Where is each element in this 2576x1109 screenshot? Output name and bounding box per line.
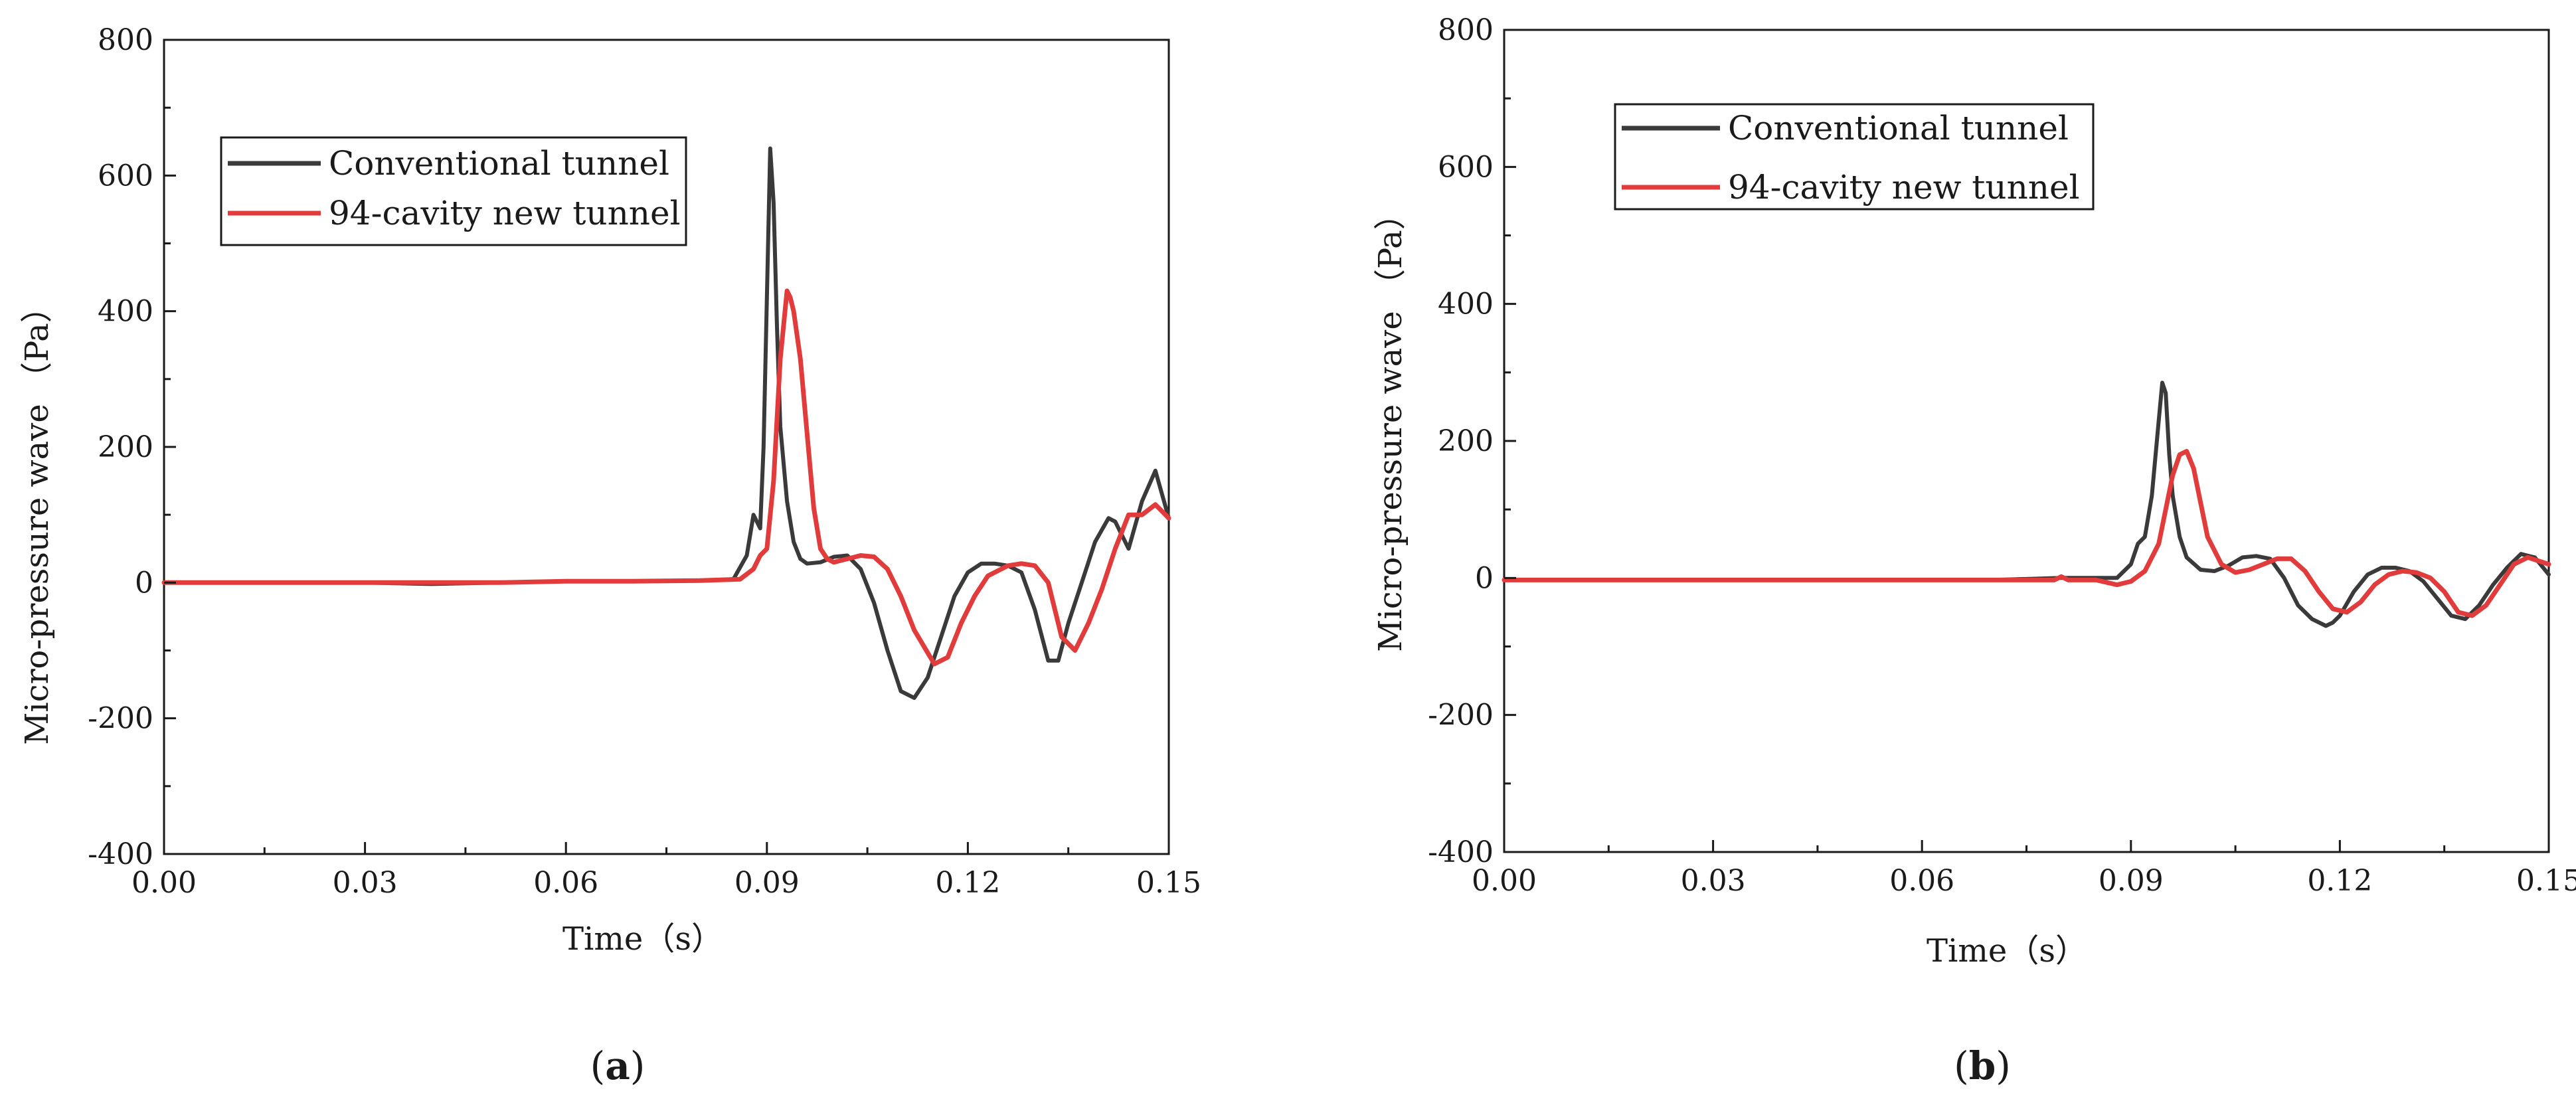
plot-lines (1502, 381, 2551, 628)
x-tick-label: 0.12 (935, 866, 1000, 900)
x-tick-label: 0.03 (333, 866, 398, 900)
series-line-cavity (161, 288, 1171, 667)
plot-lines (161, 146, 1171, 700)
x-tick-label: 0.00 (131, 866, 197, 900)
y-tick-label: 0 (1475, 561, 1494, 595)
y-axis-label: Micro-pressure wave （Pa） (19, 291, 56, 745)
x-tick-label: 0.09 (734, 866, 800, 900)
y-tick-label: 400 (1438, 288, 1494, 321)
y-tick-label: 600 (98, 159, 153, 193)
chart-panel-a: 0.00 0.03 0.06 0.09 0.12 0.15 -400 -200 0 200 400 6… (19, 23, 1201, 1088)
y-tick-label: -400 (88, 837, 153, 871)
legend-box (220, 136, 687, 246)
x-tick-label: 0.15 (1136, 866, 1201, 900)
series-line-cavity (1502, 449, 2551, 618)
panel-label-a: (a) (590, 1043, 645, 1088)
panel-label-b: (b) (1954, 1043, 2011, 1088)
y-tick-label: 200 (98, 430, 153, 464)
x-tick-label: 0.06 (533, 866, 598, 900)
y-tick-label: 600 (1438, 150, 1494, 184)
chart-panel-b: 0.00 0.03 0.06 0.09 0.12 0.15 -400 -200 0 200 400 6… (1372, 13, 2576, 1088)
x-tick-label: 0.09 (2099, 864, 2164, 898)
y-tick-label: 800 (98, 23, 153, 57)
axis-ticks: 0.00 0.03 0.06 0.09 0.12 0.15 -400 -200 0 200 400 6… (88, 23, 1201, 900)
y-tick-label: -200 (1428, 699, 1494, 732)
x-tick-label: 0.06 (1889, 864, 1954, 898)
y-tick-label: -200 (88, 702, 153, 736)
x-tick-label: 0.15 (2516, 864, 2576, 898)
x-axis-label: Time（s） (562, 920, 723, 958)
y-tick-label: 200 (1438, 424, 1494, 458)
legend-box (1614, 103, 2095, 211)
legend: Conventional tunnel 94-cavity new tunnel (220, 136, 687, 246)
legend-label-conventional: Conventional tunnel (1728, 109, 2069, 147)
y-tick-label: 800 (1438, 13, 1494, 47)
legend-label-cavity: 94-cavity new tunnel (329, 194, 681, 232)
y-tick-label: 400 (98, 295, 153, 329)
y-axis-label: Micro-pressure wave （Pa） (1372, 198, 1409, 652)
legend-label-conventional: Conventional tunnel (329, 144, 669, 183)
x-tick-label: 0.03 (1681, 864, 1746, 898)
x-axis-label: Time（s） (1927, 932, 2087, 970)
x-tick-label: 0.12 (2307, 864, 2372, 898)
x-tick-label: 0.00 (1472, 864, 1537, 898)
y-tick-label: 0 (135, 566, 153, 600)
axis-ticks: 0.00 0.03 0.06 0.09 0.12 0.15 -400 -200 0 200 400 6… (1428, 13, 2576, 898)
legend-label-cavity: 94-cavity new tunnel (1728, 168, 2080, 207)
y-tick-label: -400 (1428, 835, 1494, 869)
legend: Conventional tunnel 94-cavity new tunnel (1614, 103, 2095, 211)
